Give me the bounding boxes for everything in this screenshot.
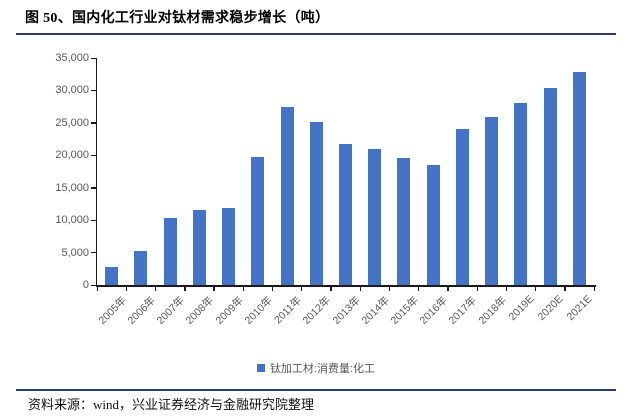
bar [105,266,119,285]
x-tick [125,286,128,291]
y-axis-line [95,58,97,285]
x-tick [301,286,303,291]
bar [426,165,440,285]
bar [485,117,499,285]
y-tick [90,187,96,189]
y-tick [90,284,96,286]
x-tick [213,286,215,291]
bar [309,121,323,285]
x-tick [96,286,98,291]
y-tick [90,89,96,92]
bar [163,218,177,285]
bar [222,207,236,285]
x-axis-line [95,285,596,287]
legend-label: 钛加工材:消费量:化工 [269,363,376,375]
bar [455,128,469,285]
y-tick-label: 35,000 [55,52,89,64]
x-tick [593,286,595,291]
bar [280,107,294,285]
bar [543,88,557,285]
x-tick [535,286,537,291]
x-tick [330,286,332,291]
bar [368,148,382,285]
chart-legend: 钛加工材:消费量:化工 [0,360,632,376]
x-tick [476,286,478,291]
bar [134,250,148,285]
y-tick-label: 25,000 [55,116,89,129]
y-tick-label: 30,000 [55,84,89,97]
y-tick-label: 0 [82,279,89,291]
bar [572,71,586,285]
y-tick [90,252,96,254]
x-tick [447,286,449,291]
x-tick [505,286,508,291]
x-tick [359,286,361,291]
y-tick-label: 5,000 [61,246,89,259]
figure-title: 图 50、国内化工行业对钛材需求稳步增长（吨） [25,11,330,26]
bar [339,143,352,285]
y-tick-label: 10,000 [55,214,89,227]
source-note: 资料来源：wind，兴业证券经济与金融研究院整理 [28,397,315,412]
title-divider [16,33,616,35]
x-tick [564,286,566,291]
y-tick-label: 15,000 [55,181,89,194]
y-tick [90,219,96,221]
x-tick [388,286,391,291]
bar [514,103,528,285]
x-tick [418,286,420,291]
y-tick-label: 20,000 [55,149,89,162]
bar [397,157,411,285]
y-tick [90,122,96,124]
x-tick [184,286,186,291]
legend-marker-icon [256,364,265,372]
bar [192,210,206,285]
x-tick [154,286,157,291]
bar [251,156,265,285]
y-tick [90,57,96,59]
y-tick [90,154,96,157]
footer-divider [16,389,616,391]
x-tick [242,286,244,291]
x-tick [271,286,274,291]
